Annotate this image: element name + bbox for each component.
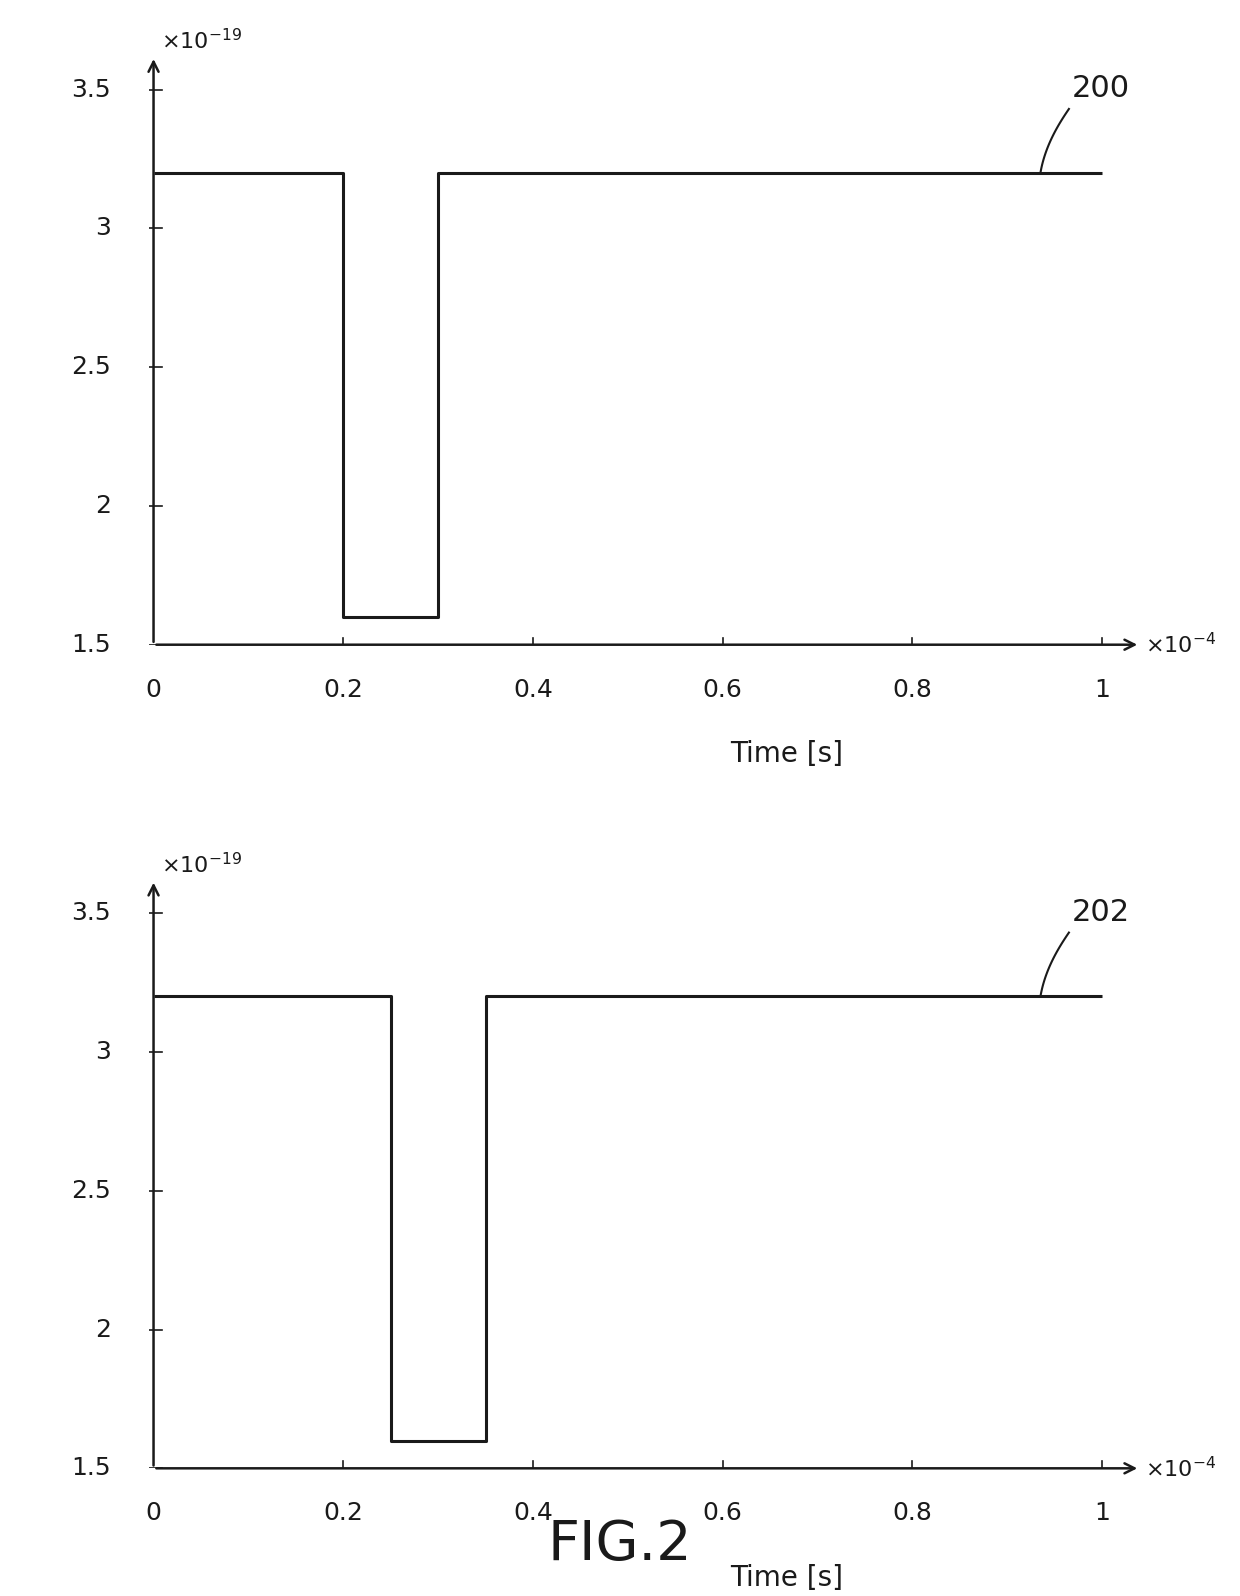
Text: 3: 3 — [95, 217, 110, 241]
Text: $\times 10^{-4}$: $\times 10^{-4}$ — [1145, 632, 1216, 658]
Text: 1.5: 1.5 — [71, 1456, 110, 1481]
Text: 1: 1 — [1094, 678, 1110, 702]
Text: 2.5: 2.5 — [71, 356, 110, 380]
Text: 0.2: 0.2 — [324, 1502, 363, 1526]
Text: 200: 200 — [1071, 75, 1130, 104]
Text: FIG.2: FIG.2 — [548, 1518, 692, 1572]
Text: 0.2: 0.2 — [324, 678, 363, 702]
Text: 3: 3 — [95, 1041, 110, 1065]
Text: 1.5: 1.5 — [71, 632, 110, 656]
Text: 0.6: 0.6 — [703, 678, 743, 702]
Text: Time [s]: Time [s] — [730, 741, 843, 768]
Text: Time [s]: Time [s] — [730, 1564, 843, 1591]
Text: 0: 0 — [145, 678, 161, 702]
Text: 0: 0 — [145, 1502, 161, 1526]
Text: 0.6: 0.6 — [703, 1502, 743, 1526]
Text: $\times 10^{-4}$: $\times 10^{-4}$ — [1145, 1456, 1216, 1481]
Text: 3.5: 3.5 — [71, 78, 110, 102]
Text: $\times 10^{-19}$: $\times 10^{-19}$ — [161, 29, 242, 53]
Text: 0.4: 0.4 — [513, 1502, 553, 1526]
Text: 2: 2 — [94, 1318, 110, 1342]
Text: 0.8: 0.8 — [893, 1502, 932, 1526]
Text: 2: 2 — [94, 493, 110, 519]
Text: $\times 10^{-19}$: $\times 10^{-19}$ — [161, 852, 242, 878]
Text: 1: 1 — [1094, 1502, 1110, 1526]
Text: 2.5: 2.5 — [71, 1179, 110, 1203]
Text: 3.5: 3.5 — [71, 902, 110, 926]
Text: 0.8: 0.8 — [893, 678, 932, 702]
Text: 0.4: 0.4 — [513, 678, 553, 702]
Text: 202: 202 — [1071, 899, 1130, 927]
